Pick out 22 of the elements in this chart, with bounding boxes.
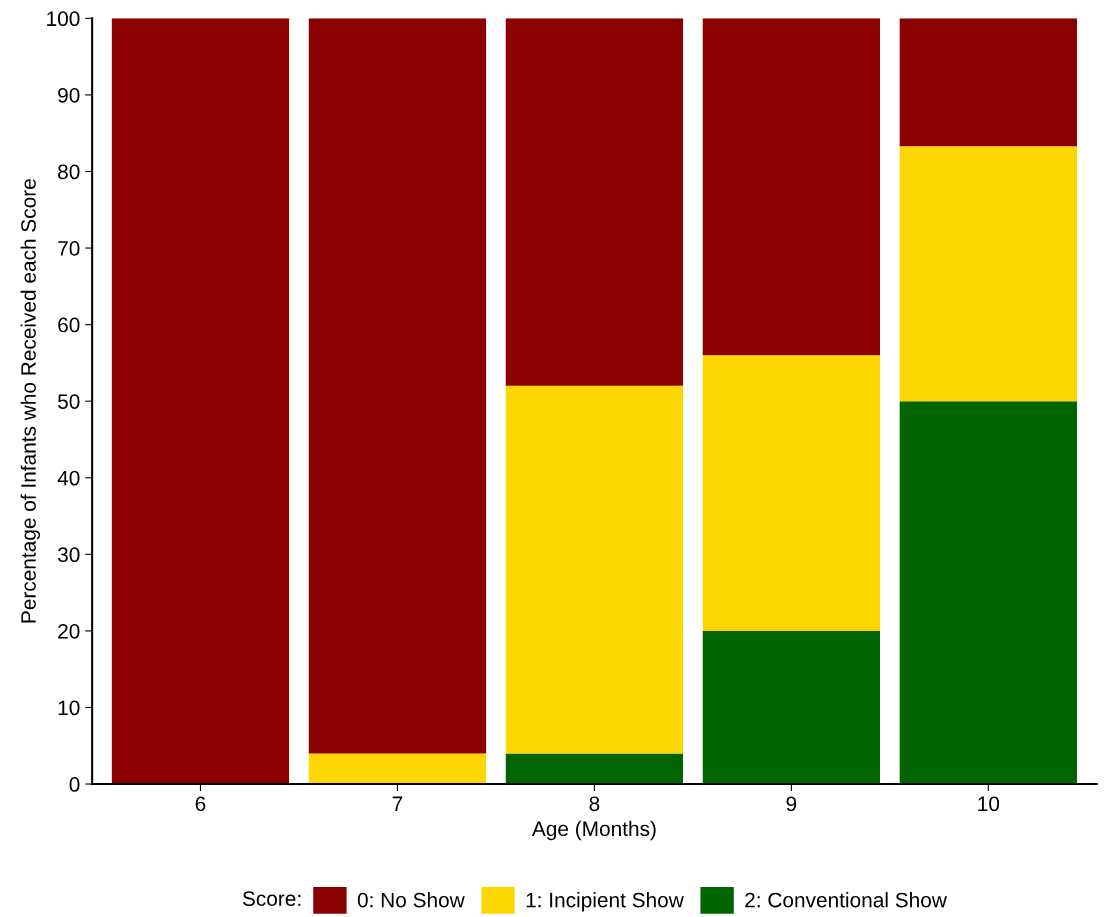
y-tick-label: 50 [57,394,80,409]
x-tick-label: 7 [392,796,403,811]
x-tick-label: 8 [589,796,600,812]
y-tick-label: 10 [58,700,80,716]
y-axis-title: Percentage of Infants who Received each Score [20,179,41,623]
x-axis-title: Age (Months) [531,820,656,841]
y-tick-label: 100 [47,11,80,27]
y-tick-label: 30 [57,547,80,563]
legend-label: 0: No Show [357,892,465,908]
y-tick-label: 60 [58,317,80,333]
y-tick-label: 90 [58,87,80,103]
y-tick-label: 0 [69,777,80,792]
legend-label: 2: Conventional Show [745,892,947,908]
y-tick-label: 70 [58,241,80,256]
y-tick-label: 80 [58,164,80,180]
x-tick-label: 10 [978,796,1000,812]
x-tick-label: 9 [786,796,797,812]
legend-title: Score: [242,891,301,906]
x-tick-label: 6 [195,796,206,812]
y-tick-label: 20 [58,623,80,639]
legend-label: 1: Incipient Show [526,892,684,912]
y-tick-label: 40 [57,470,80,486]
